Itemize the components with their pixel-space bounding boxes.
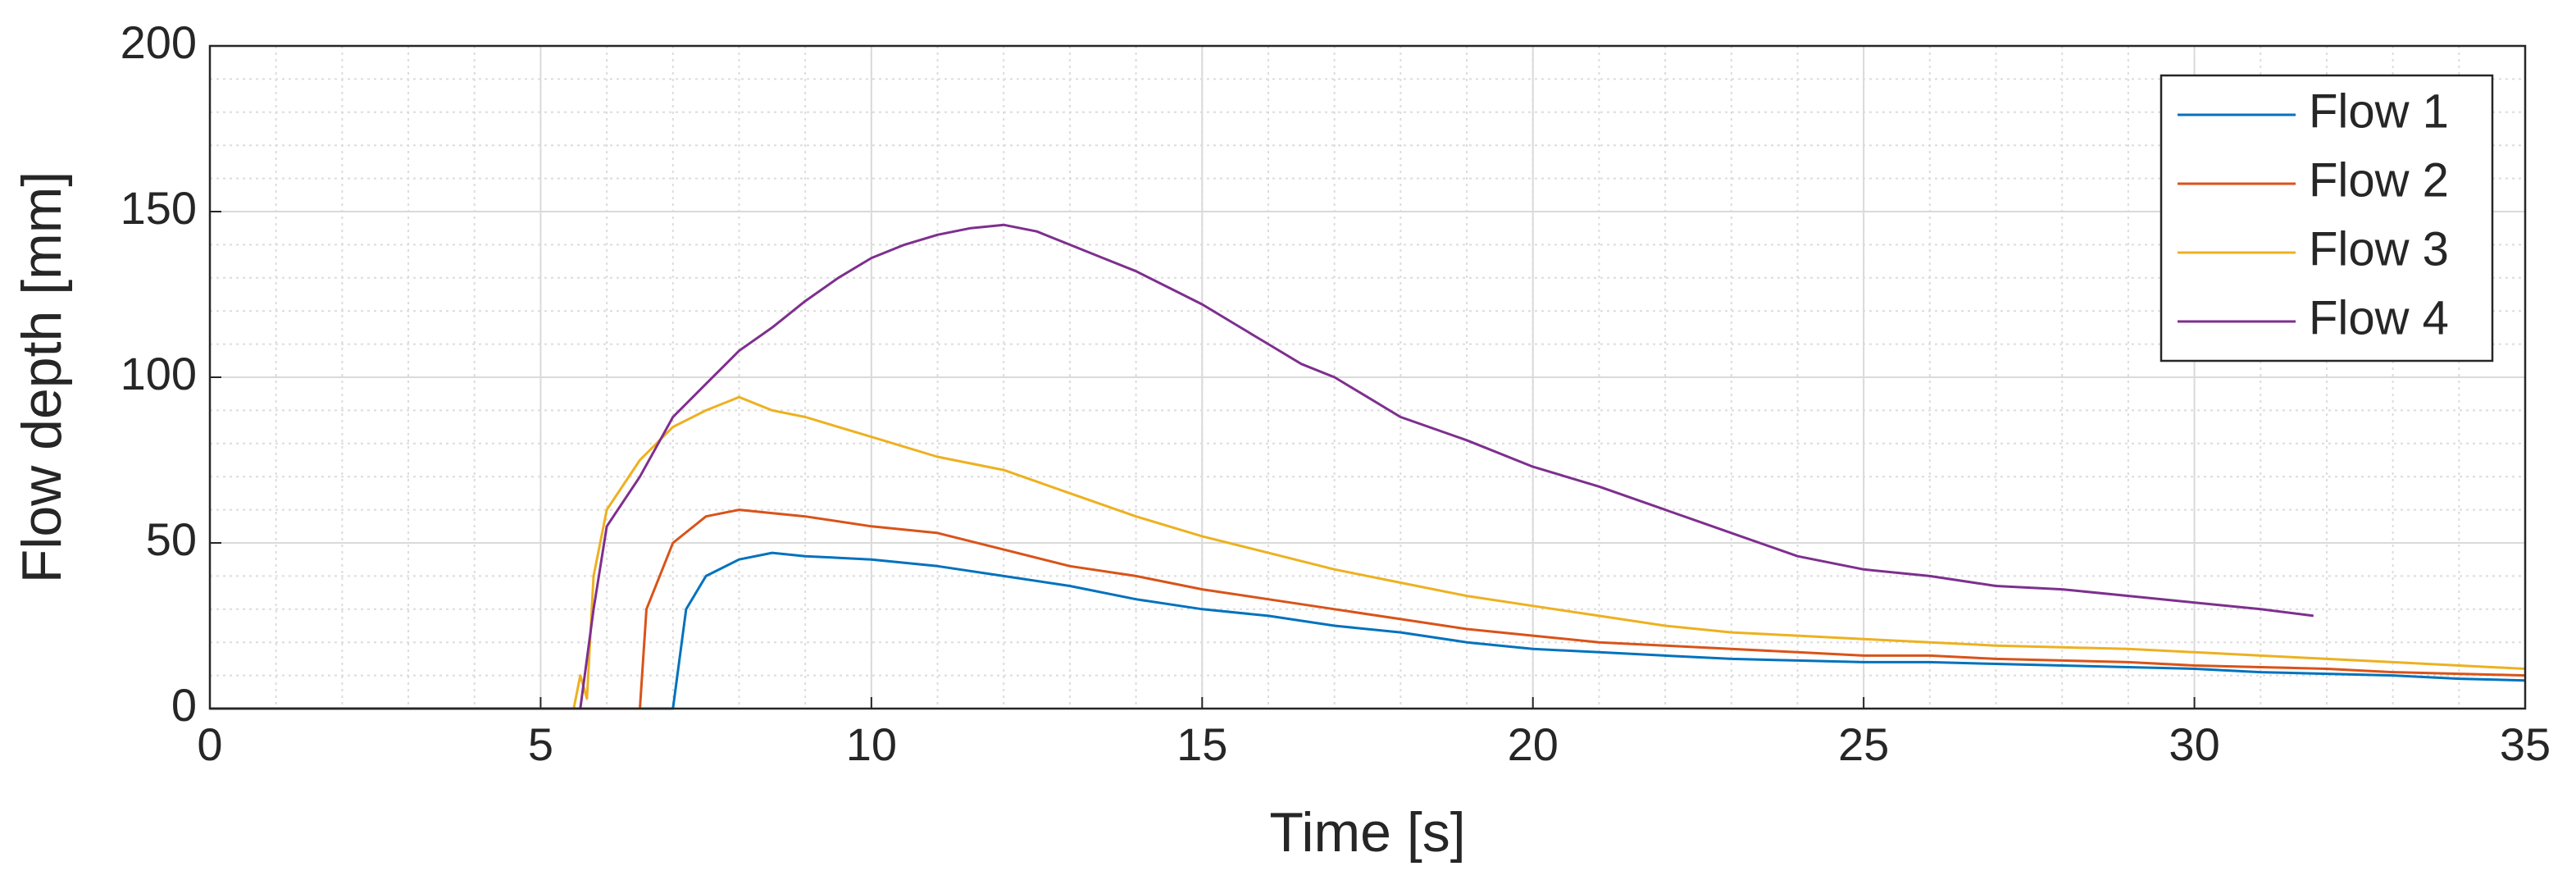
y-tick-label: 0 [171, 679, 197, 731]
x-tick-label: 15 [1176, 718, 1227, 770]
x-tick-label: 25 [1838, 718, 1889, 770]
data-line [210, 223, 2314, 710]
legend-label: Flow 3 [2309, 222, 2449, 276]
data-line [210, 508, 2526, 710]
x-tick-label: 30 [2169, 718, 2219, 770]
y-tick-label: 50 [146, 513, 197, 565]
x-axis-label: Time [s] [1269, 801, 1465, 864]
y-axis-label: Flow depth [mm] [11, 171, 73, 584]
y-tick-label: 100 [121, 348, 197, 399]
x-tick-label: 20 [1508, 718, 1559, 770]
axes-box [208, 44, 2527, 710]
x-tick-label: 0 [197, 718, 222, 770]
legend-box [2160, 74, 2494, 362]
x-tick-label: 10 [846, 718, 897, 770]
legend-label: Flow 2 [2309, 153, 2449, 207]
x-tick-label: 35 [2500, 718, 2551, 770]
legend-label: Flow 4 [2309, 291, 2449, 344]
legend-label: Flow 1 [2309, 84, 2449, 138]
x-tick-label: 5 [528, 718, 553, 770]
y-tick-label: 200 [121, 16, 197, 68]
data-line [210, 395, 2526, 710]
data-line [210, 551, 2526, 710]
y-tick-label: 150 [121, 182, 197, 234]
